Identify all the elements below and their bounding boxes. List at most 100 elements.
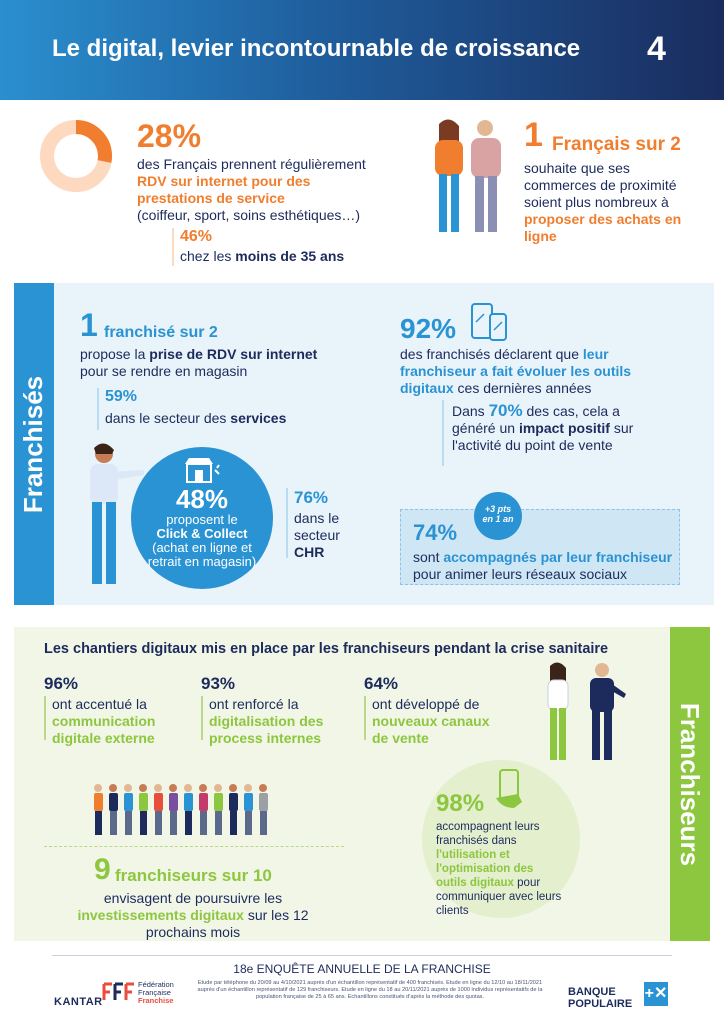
dashed-divider xyxy=(44,846,344,847)
crowd-person-body xyxy=(229,793,238,811)
accompagnement-text: accompagnent leurs franchisés dans l'uti… xyxy=(436,820,566,918)
badge-line1: +3 pts xyxy=(484,504,512,514)
divider-line xyxy=(201,696,203,740)
header-banner xyxy=(0,0,724,100)
outils-pre: des franchisés déclarent que xyxy=(400,346,583,362)
reseaux-post: pour animer leurs réseaux sociaux xyxy=(413,566,627,582)
accompagnement-post: pour communiquer avec leurs clients xyxy=(436,877,562,917)
footer-divider xyxy=(52,955,672,956)
crowd-person-legs xyxy=(155,811,162,835)
item-96-text: ont accentué la communication digitale ex… xyxy=(52,696,192,747)
franchise-59-text: dans le secteur des services xyxy=(105,410,286,427)
crowd-icon xyxy=(94,784,268,835)
click-collect-line1: proposent le xyxy=(166,512,238,527)
franchise-59-pre: dans le secteur des xyxy=(105,410,231,426)
crowd-person-legs xyxy=(185,811,192,835)
reseaux-highlight: accompagnés par leur franchiseur xyxy=(443,549,673,565)
crowd-person-head xyxy=(244,784,252,792)
badge-line2: en 1 an xyxy=(482,514,514,524)
divider-line xyxy=(286,488,288,558)
banque-populaire-logo: BANQUE POPULAIRE xyxy=(568,986,632,1010)
kantar-logo: KANTAR xyxy=(54,996,103,1008)
item-96-highlight: communication digitale externe xyxy=(52,713,156,746)
franchiseurs-side-label: Franchiseurs xyxy=(675,702,706,866)
item-93-line: ont renforcé la xyxy=(209,696,299,712)
item-64-highlight: nouveaux canaux de vente xyxy=(372,713,490,746)
crowd-person-legs xyxy=(140,811,147,835)
item-93-text: ont renforcé la digitalisation des proces… xyxy=(209,696,344,747)
page-title: Le digital, levier incontournable de cro… xyxy=(52,35,581,62)
page-number: 4 xyxy=(647,30,666,68)
couple-illustration-icon xyxy=(435,119,501,232)
crowd-person-head xyxy=(229,784,237,792)
item-93-highlight: digitalisation des process internes xyxy=(209,713,324,746)
invest-text: envisagent de poursuivre les investissem… xyxy=(48,890,338,941)
stat-28-line1: des Français prennent régulièrement xyxy=(137,156,366,172)
franchiseurs-heading: Les chantiers digitaux mis en place par … xyxy=(44,641,609,657)
crowd-person-body xyxy=(124,793,133,811)
crowd-person-body xyxy=(184,793,193,811)
stat-28-highlight: RDV sur internet pour des prestations de… xyxy=(137,173,311,206)
outils-sub-mid: des cas, cela a généré un xyxy=(452,403,620,436)
outils-sub-value: 70% xyxy=(488,401,523,420)
crowd-person-body xyxy=(259,793,268,811)
franchiseurs-side-label-box: Franchiseurs xyxy=(670,627,710,941)
franchise-rdv-suffix: franchisé sur 2 xyxy=(104,324,218,341)
crowd-person-legs xyxy=(110,811,117,835)
click-collect-value: 48% xyxy=(175,484,229,514)
footer-title: 18e ENQUÊTE ANNUELLE DE LA FRANCHISE xyxy=(233,962,491,976)
item-64-line: ont développé de xyxy=(372,696,480,712)
crowd-person-legs xyxy=(95,811,102,835)
click-collect-text: proposent le Click & Collect (achat en l… xyxy=(141,513,263,569)
divider-line xyxy=(97,388,99,430)
reseaux-value: 74% xyxy=(413,520,458,545)
outils-sub-post: sur l'activité du point de vente xyxy=(452,420,634,453)
crowd-person-legs xyxy=(245,811,252,835)
fff-logo-text: Fédération Française Franchise xyxy=(138,981,174,1005)
outils-highlight: leur franchiseur a fait évoluer les outi… xyxy=(400,346,632,396)
click-collect-detail: (achat en ligne et retrait en magasin) xyxy=(147,540,257,569)
outils-sub-pre: Dans xyxy=(452,403,489,419)
franchise-rdv-text: propose la prise de RDV sur internet pou… xyxy=(80,346,340,380)
shop-icon xyxy=(185,458,220,483)
franchise-rdv-pre: propose la xyxy=(80,346,150,362)
stat-28-value: 28% xyxy=(137,118,202,154)
stat-1-sur-2-value: 1 xyxy=(524,116,543,154)
invest-value: 9 xyxy=(94,853,111,886)
invest-suffix: franchiseurs sur 10 xyxy=(115,866,272,885)
item-96-line: ont accentué la xyxy=(52,696,147,712)
crowd-person-head xyxy=(124,784,132,792)
click-collect-bold: Click & Collect xyxy=(156,526,248,541)
franchise-59-bold: services xyxy=(230,410,287,426)
divider-line xyxy=(364,696,366,740)
invest-pre: envisagent de poursuivre les xyxy=(103,890,283,906)
outils-text: des franchisés déclarent que leur franch… xyxy=(400,346,685,397)
outils-sub-bold: impact positif xyxy=(518,420,610,436)
devices-icon xyxy=(471,303,507,341)
item-64-text: ont développé de nouveaux canaux de vente xyxy=(372,696,502,747)
fff-line2: Française xyxy=(138,988,171,997)
stat-28-line3: (coiffeur, sport, soins esthétiques…) xyxy=(137,207,361,223)
franchises-side-label-box: Franchisés xyxy=(14,283,54,605)
stat-1-sur-2-text: souhaite que ses commerces de proximité … xyxy=(524,160,704,245)
donut-arc xyxy=(40,120,112,192)
reseaux-text: sont accompagnés par leur franchiseur pou… xyxy=(413,549,678,583)
crowd-person-head xyxy=(184,784,192,792)
divider-line xyxy=(172,228,174,266)
progress-badge: +3 pts en 1 an xyxy=(474,492,522,540)
crowd-person-head xyxy=(214,784,222,792)
stat-1-sur-2-suffix: Français sur 2 xyxy=(552,134,681,155)
item-64-value: 64% xyxy=(364,674,399,693)
accompagnement-value: 98% xyxy=(436,790,485,817)
item-96-value: 96% xyxy=(44,674,79,693)
stat-46-pre: chez les xyxy=(180,248,236,264)
franchises-side-label: Franchisés xyxy=(18,375,49,513)
smartphone-hand-icon xyxy=(496,769,522,808)
franchise-59-value: 59% xyxy=(105,388,138,405)
chr-value: 76% xyxy=(294,488,329,507)
franchise-rdv-bold: prise de RDV sur internet xyxy=(149,346,318,362)
fff-line1: Fédération xyxy=(138,980,174,989)
outils-sub-text: Dans 70% des cas, cela a généré un impac… xyxy=(452,402,662,454)
crowd-person-head xyxy=(94,784,102,792)
crowd-person-head xyxy=(154,784,162,792)
